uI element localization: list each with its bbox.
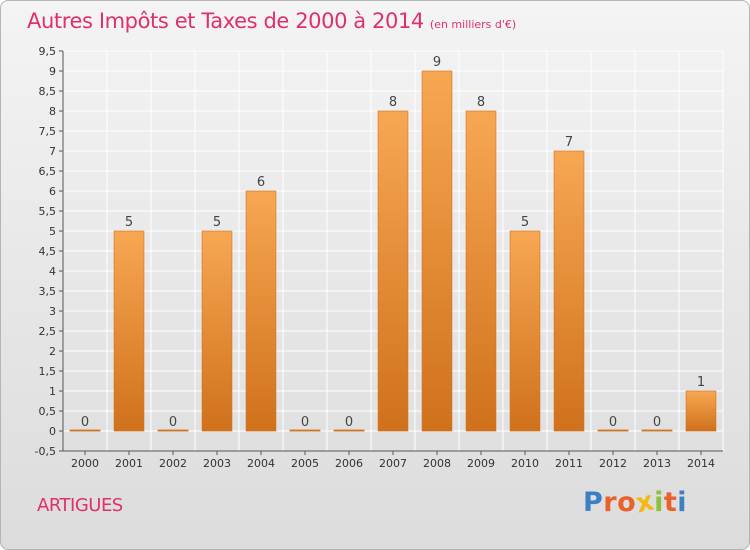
data-label: 0 [653, 415, 661, 430]
x-tick-label: 2005 [291, 457, 319, 470]
chart-title: Autres Impôts et Taxes de 2000 à 2014 (en… [27, 9, 516, 33]
y-tick-label: 7,5 [39, 125, 57, 138]
x-tick-label: 2013 [643, 457, 671, 470]
bar [245, 190, 277, 432]
data-label: 9 [433, 55, 441, 70]
chart-subtitle: (en milliers d'€) [429, 18, 517, 31]
logo-letter: t [663, 487, 678, 518]
logo-letter: r [603, 487, 618, 518]
data-label: 7 [565, 135, 573, 150]
x-tick-label: 2009 [467, 457, 495, 470]
bar [69, 429, 101, 432]
bar [685, 390, 717, 432]
x-tick-label: 2007 [379, 457, 407, 470]
data-label: 0 [81, 415, 89, 430]
logo-letter: i [677, 487, 688, 518]
y-tick-label: 5,5 [39, 205, 57, 218]
x-tick-label: 2003 [203, 457, 231, 470]
chart-title-text: Autres Impôts et Taxes de 2000 à 2014 [27, 9, 424, 33]
bars [69, 70, 717, 432]
y-tick-label: 1 [49, 385, 56, 398]
bar [113, 230, 145, 432]
y-tick-label: -0,5 [35, 445, 56, 458]
bar [377, 110, 409, 432]
y-tick-label: 4,5 [39, 245, 57, 258]
bar [201, 230, 233, 432]
data-label: 0 [301, 415, 309, 430]
axes: -0,5 0 0,5 1 1,5 2 2,5 3 3,5 4 4,5 5 5,5 6 6,5 7 7,5 8 8,5… [35, 45, 723, 470]
x-tick-label: 2006 [335, 457, 363, 470]
y-tick-label: 3 [49, 305, 56, 318]
bar [641, 429, 673, 432]
data-label: 0 [609, 415, 617, 430]
data-label: 1 [697, 375, 705, 390]
y-tick-label: 9,5 [39, 45, 57, 58]
data-label: 0 [169, 415, 177, 430]
bar [465, 110, 497, 432]
y-tick-label: 2 [49, 345, 56, 358]
bar [289, 429, 321, 432]
bar [597, 429, 629, 432]
x-tick-label: 2008 [423, 457, 451, 470]
x-tick-label: 2004 [247, 457, 275, 470]
y-tick-label: 5 [49, 225, 56, 238]
x-tick-label: 2002 [159, 457, 187, 470]
x-tick-label: 2000 [71, 457, 99, 470]
x-tick-label: 2011 [555, 457, 583, 470]
y-tick-label: 7 [49, 145, 56, 158]
proxiti-logo[interactable]: Proxiti [583, 485, 688, 519]
y-tick-label: 0,5 [39, 405, 57, 418]
y-tick-label: 2,5 [39, 325, 57, 338]
x-tick-label: 2014 [687, 457, 715, 470]
x-tick-label: 2010 [511, 457, 539, 470]
data-label: 8 [389, 95, 397, 110]
data-label: 8 [477, 95, 485, 110]
x-tick-label: 2001 [115, 457, 143, 470]
y-tick-label: 4 [49, 265, 56, 278]
y-tick-label: 9 [49, 65, 56, 78]
bar [421, 70, 453, 432]
x-tick-label: 2012 [599, 457, 627, 470]
y-tick-label: 6 [49, 185, 56, 198]
data-label: 6 [257, 175, 265, 190]
logo-letter: P [583, 487, 604, 518]
data-label: 5 [521, 215, 529, 230]
data-label: 5 [213, 215, 221, 230]
data-labels: 0 5 0 5 6 0 0 8 9 8 5 7 0 0 1 [81, 55, 705, 430]
y-tick-label: 8 [49, 105, 56, 118]
logo-letter: o [617, 487, 637, 518]
bar [333, 429, 365, 432]
bar [553, 150, 585, 432]
y-tick-label: 8,5 [39, 85, 57, 98]
bar [157, 429, 189, 432]
y-tick-label: 3,5 [39, 285, 57, 298]
logo-letter: i [654, 487, 664, 518]
data-label: 0 [345, 415, 353, 430]
y-tick-label: 1,5 [39, 365, 57, 378]
commune-name: ARTIGUES [37, 495, 123, 516]
y-tick-label: 0 [49, 425, 56, 438]
bar [509, 230, 541, 432]
data-label: 5 [125, 215, 133, 230]
y-tick-label: 6,5 [39, 165, 57, 178]
